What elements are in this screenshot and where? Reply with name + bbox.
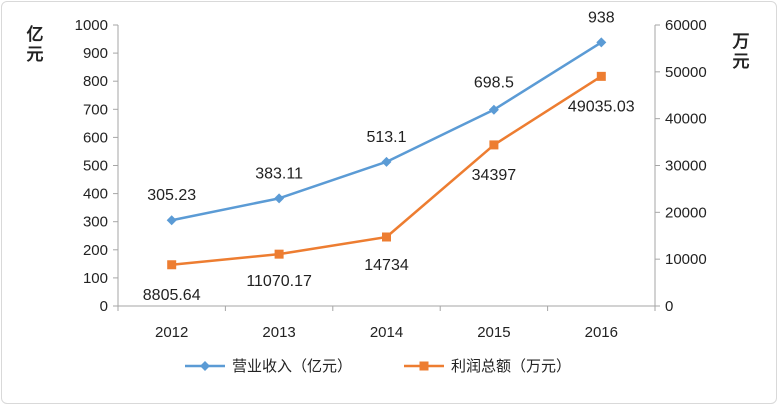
right-tick-label: 50000 <box>665 64 707 81</box>
legend-label-revenue: 营业收入（亿元） <box>232 358 352 375</box>
left-tick-label: 700 <box>83 101 108 118</box>
legend-item-revenue: 营业收入（亿元） <box>185 358 352 375</box>
left-tick-label: 900 <box>83 45 108 62</box>
data-label: 513.1 <box>366 129 406 146</box>
legend-marker-revenue <box>200 361 210 371</box>
data-label: 938 <box>588 9 615 26</box>
left-tick-label: 300 <box>83 214 108 231</box>
right-tick-label: 0 <box>665 298 673 315</box>
right-tick-label: 40000 <box>665 111 707 128</box>
legend: 营业收入（亿元） 利润总额（万元） <box>185 358 571 375</box>
data-label: 383.11 <box>255 165 303 182</box>
x-tick-label: 2016 <box>585 324 618 341</box>
left-tick-label: 500 <box>83 158 108 175</box>
x-tick-label: 2013 <box>262 324 295 341</box>
data-label: 305.23 <box>147 187 196 204</box>
data-label: 34397 <box>472 167 517 184</box>
right-tick-label: 20000 <box>665 204 707 221</box>
data-label: 8805.64 <box>143 287 201 304</box>
left-tick-label: 0 <box>100 298 108 315</box>
left-tick-label: 100 <box>83 270 108 287</box>
data-labels: 305.23 383.11 513.1 698.5 938 8805.64 11070.17… <box>143 9 635 303</box>
x-tick-label: 2015 <box>477 324 510 341</box>
axes: 0100200300400500600700800900100001000020… <box>75 17 707 341</box>
data-point-profit <box>382 232 391 242</box>
right-tick-label: 60000 <box>665 17 707 34</box>
data-label: 698.5 <box>474 75 514 92</box>
data-point-profit <box>167 260 177 270</box>
data-point-revenue <box>596 37 607 48</box>
left-axis-unit: 亿元 <box>27 24 44 64</box>
x-tick-label: 2014 <box>370 324 403 341</box>
left-tick-label: 800 <box>83 73 108 90</box>
data-point-revenue <box>274 193 285 204</box>
legend-label-profit: 利润总额（万元） <box>451 358 571 375</box>
right-axis-unit: 万元 <box>732 32 750 71</box>
data-point-profit <box>489 140 499 150</box>
data-label: 14734 <box>364 257 409 274</box>
left-tick-label: 400 <box>83 186 108 203</box>
left-tick-label: 1000 <box>75 17 108 34</box>
left-tick-label: 600 <box>83 129 108 146</box>
data-point-revenue <box>488 104 499 115</box>
right-tick-label: 30000 <box>665 158 707 175</box>
data-point-profit <box>596 71 606 81</box>
data-point-profit <box>274 249 284 259</box>
data-label: 11070.17 <box>246 273 312 290</box>
legend-item-profit: 利润总额（万元） <box>404 358 571 375</box>
data-point-revenue <box>166 215 177 226</box>
data-label: 49035.03 <box>568 98 635 115</box>
data-point-revenue <box>381 156 392 167</box>
x-tick-label: 2012 <box>155 324 188 341</box>
legend-marker-profit <box>419 361 429 371</box>
series-group <box>166 37 607 270</box>
right-tick-label: 10000 <box>665 251 707 268</box>
left-tick-label: 200 <box>83 242 108 259</box>
